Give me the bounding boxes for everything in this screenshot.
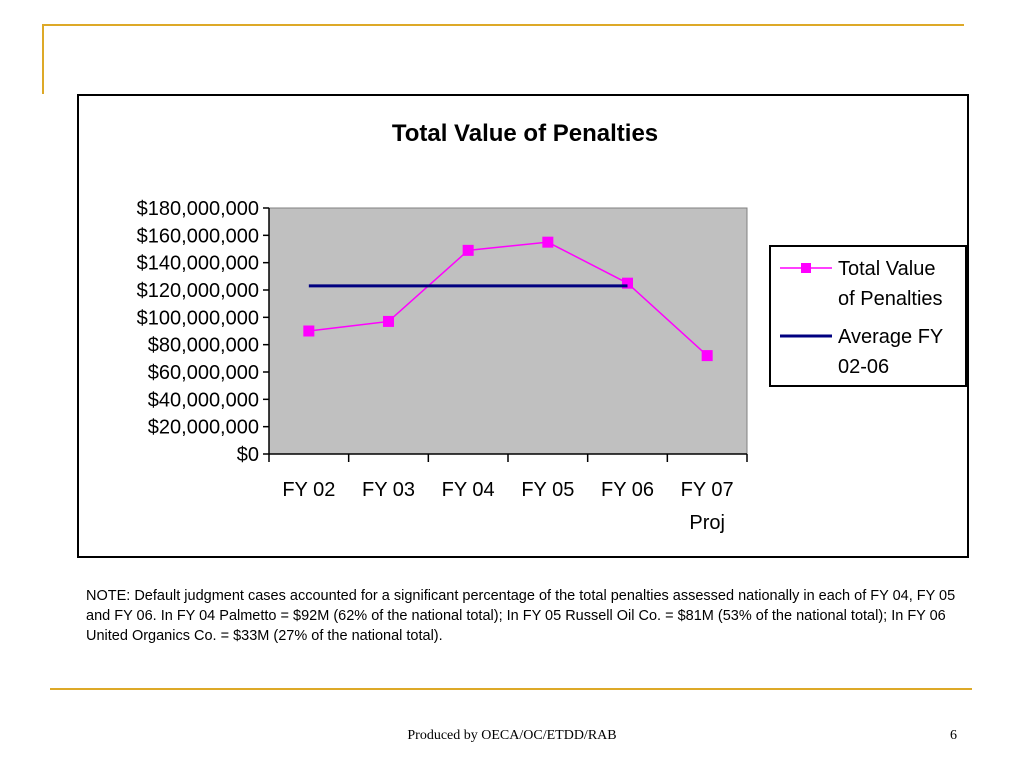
x-tick-label: FY 06 xyxy=(601,479,654,501)
chart-title: Total Value of Penalties xyxy=(392,120,658,147)
x-tick-label: FY 07 xyxy=(681,479,734,501)
data-point xyxy=(462,244,474,256)
penalties-chart: Total Value of Penalties $0 $20,000,000 $40… xyxy=(137,120,967,534)
y-tick-label: $80,000,000 xyxy=(148,335,259,357)
x-tick-label: FY 02 xyxy=(282,479,335,501)
data-point xyxy=(383,315,394,327)
data-point xyxy=(542,236,554,248)
plot-area xyxy=(268,207,748,455)
legend-swatch-marker xyxy=(801,263,811,273)
chart-frame: Total Value of Penalties $0 $20,000,000 $40… xyxy=(77,94,969,558)
x-tick-label: Proj xyxy=(689,512,725,534)
note-text: NOTE: Default judgment cases accounted f… xyxy=(86,588,956,644)
y-tick-label: $40,000,000 xyxy=(148,389,259,411)
y-tick-label: $160,000,000 xyxy=(137,225,259,247)
y-tick-label: $140,000,000 xyxy=(137,253,259,275)
left-decorative-rule xyxy=(42,24,44,94)
data-point xyxy=(303,325,315,337)
series-line-0 xyxy=(308,241,708,357)
top-decorative-rule xyxy=(42,24,964,26)
y-tick-label: $20,000,000 xyxy=(148,417,259,439)
bottom-decorative-rule xyxy=(50,688,972,690)
page-number: 6 xyxy=(950,728,957,743)
legend-label: 02-06 xyxy=(838,356,889,378)
y-tick-label: $120,000,000 xyxy=(137,280,259,302)
y-tick-label: $60,000,000 xyxy=(148,362,259,384)
y-tick-label: $100,000,000 xyxy=(137,307,259,329)
legend-label: of Penalties xyxy=(838,288,943,310)
x-tick-label: FY 05 xyxy=(521,479,574,501)
legend-label: Total Value xyxy=(838,258,935,280)
legend-label: Average FY xyxy=(838,326,943,348)
x-tick-label: FY 04 xyxy=(442,479,495,501)
data-point xyxy=(622,277,633,289)
y-tick-label: $0 xyxy=(237,444,259,466)
x-tick-label: FY 03 xyxy=(362,479,415,501)
footer-credit: Produced by OECA/OC/ETDD/RAB xyxy=(407,728,617,743)
data-point xyxy=(701,350,713,362)
y-tick-label: $180,000,000 xyxy=(137,198,259,220)
